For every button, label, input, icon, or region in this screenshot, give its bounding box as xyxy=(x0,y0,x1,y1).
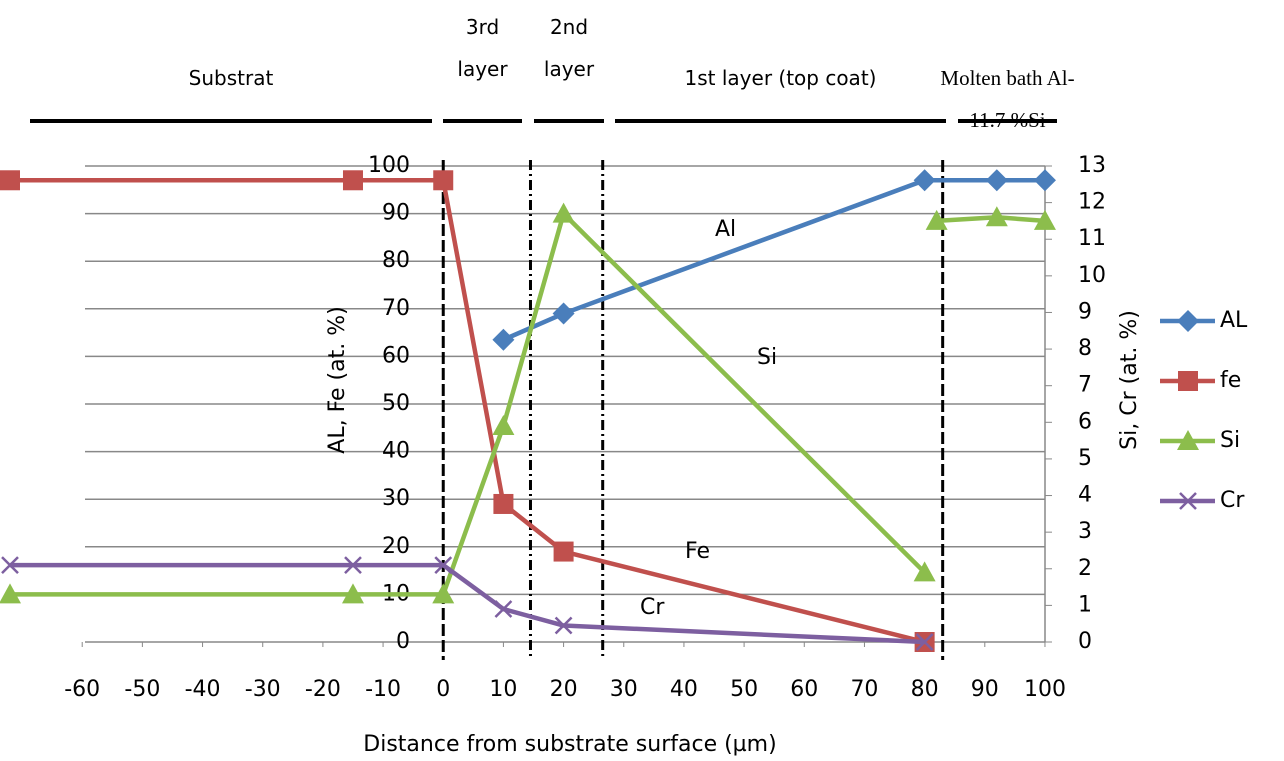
y-tick-label: 80 xyxy=(382,248,410,273)
annotation: Al xyxy=(715,217,736,242)
marker xyxy=(552,202,575,223)
x-tick-label: 30 xyxy=(610,677,638,702)
y-tick-label: 50 xyxy=(382,391,410,416)
marker xyxy=(433,170,454,191)
marker xyxy=(925,209,948,230)
region-label: 1st layer (top coat) xyxy=(684,66,877,90)
y2-tick-label: 4 xyxy=(1078,483,1092,508)
y-tick-label: 0 xyxy=(396,629,410,654)
legend-label: Si xyxy=(1220,428,1240,453)
y2-tick-label: 13 xyxy=(1078,153,1106,178)
annotation: Si xyxy=(757,345,777,370)
x-tick-label: -10 xyxy=(365,677,401,702)
y-tick-label: 70 xyxy=(382,296,410,321)
legend-label: AL xyxy=(1220,308,1248,333)
x-tick-label: -40 xyxy=(185,677,221,702)
y2-tick-label: 0 xyxy=(1078,629,1092,654)
region-label: Substrat xyxy=(188,66,274,90)
marker xyxy=(913,169,936,192)
x-tick-label: 20 xyxy=(550,677,578,702)
y-tick-label: 100 xyxy=(368,153,410,178)
marker xyxy=(492,328,515,351)
x-tick-label: -20 xyxy=(305,677,341,702)
y2-axis-label: Si, Cr (at. %) xyxy=(1117,310,1142,450)
annotation: Fe xyxy=(685,539,710,564)
marker xyxy=(915,633,934,651)
y2-tick-label: 1 xyxy=(1078,592,1092,617)
y-tick-label: 30 xyxy=(382,486,410,511)
y2-tick-label: 5 xyxy=(1078,446,1092,471)
region-label: 3rd layer xyxy=(457,15,508,81)
y-tick-label: 20 xyxy=(382,534,410,559)
x-axis-label: Distance from substrate surface (µm) xyxy=(363,732,776,757)
marker xyxy=(432,583,455,604)
x-tick-label: 40 xyxy=(670,677,698,702)
marker xyxy=(492,414,515,435)
x-tick-label: -30 xyxy=(245,677,281,702)
y2-tick-label: 7 xyxy=(1078,373,1092,398)
legend-label: Cr xyxy=(1220,488,1245,513)
legend-marker xyxy=(1178,371,1198,391)
marker xyxy=(552,302,575,325)
y-tick-label: 40 xyxy=(382,439,410,464)
x-tick-label: 60 xyxy=(790,677,818,702)
x-tick-label: 50 xyxy=(730,677,758,702)
marker xyxy=(434,556,453,574)
marker xyxy=(985,206,1008,227)
marker xyxy=(0,583,21,604)
series-line xyxy=(502,178,1045,342)
x-tick-label: -60 xyxy=(64,677,100,702)
marker xyxy=(913,561,936,582)
y2-tick-label: 12 xyxy=(1078,190,1106,215)
y2-tick-label: 6 xyxy=(1078,409,1092,434)
region-label: 2nd layer xyxy=(543,15,595,81)
x-tick-label: -50 xyxy=(124,677,160,702)
y2-tick-label: 10 xyxy=(1078,263,1106,288)
y2-tick-label: 9 xyxy=(1078,299,1092,324)
x-tick-label: 0 xyxy=(436,677,450,702)
marker xyxy=(493,493,514,514)
x-tick-label: 70 xyxy=(850,677,878,702)
y2-tick-label: 11 xyxy=(1078,226,1106,251)
legend-marker xyxy=(1177,310,1199,332)
marker xyxy=(344,556,362,574)
marker xyxy=(1033,169,1056,192)
marker xyxy=(985,169,1008,192)
marker xyxy=(342,170,363,191)
y-axis-label: AL, Fe (at. %) xyxy=(325,306,350,453)
region-label: Molten bath Al-11.7 %Si xyxy=(940,66,1075,132)
legend-marker xyxy=(1177,430,1199,450)
marker xyxy=(341,583,364,604)
series-line xyxy=(10,562,925,645)
marker xyxy=(0,170,20,191)
x-tick-label: 80 xyxy=(911,677,939,702)
y-tick-label: 90 xyxy=(382,201,410,226)
y2-tick-label: 8 xyxy=(1078,336,1092,361)
marker xyxy=(1,556,19,574)
y2-tick-label: 2 xyxy=(1078,556,1092,581)
legend-marker xyxy=(1179,492,1197,510)
marker xyxy=(494,600,513,618)
marker xyxy=(1033,209,1056,230)
y2-tick-label: 3 xyxy=(1078,519,1092,544)
marker xyxy=(553,541,574,562)
annotation: Cr xyxy=(640,595,665,620)
x-tick-label: 10 xyxy=(489,677,517,702)
y-tick-label: 60 xyxy=(382,343,410,368)
x-tick-label: 100 xyxy=(1024,677,1066,702)
series-line xyxy=(10,178,926,645)
x-tick-label: 90 xyxy=(971,677,999,702)
legend-label: fe xyxy=(1220,368,1241,393)
marker xyxy=(554,616,573,635)
